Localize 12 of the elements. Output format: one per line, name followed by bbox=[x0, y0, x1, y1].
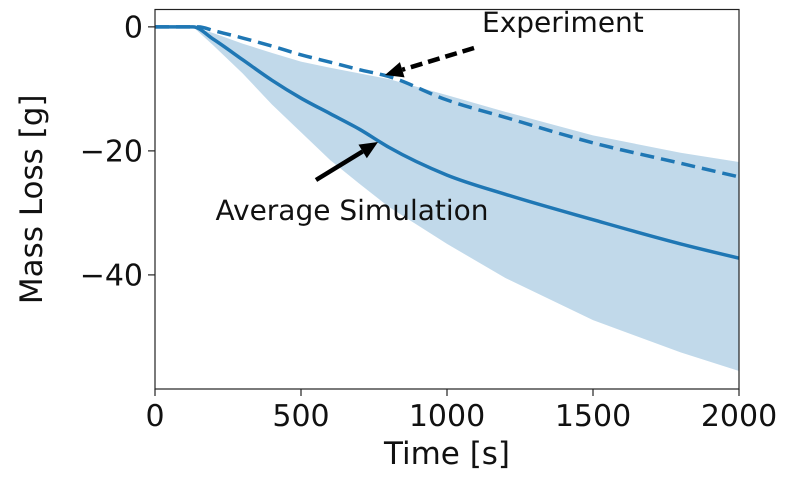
x-tick-label: 500 bbox=[272, 399, 330, 434]
x-tick-label: 1000 bbox=[408, 399, 486, 434]
annotation: Average Simulation bbox=[215, 194, 489, 227]
y-axis-title: Mass Loss [g] bbox=[14, 94, 50, 304]
x-tick-label: 2000 bbox=[700, 399, 778, 434]
y-tick-label: 0 bbox=[124, 10, 143, 46]
x-tick-label: 1500 bbox=[554, 399, 632, 434]
y-tick-label: −20 bbox=[80, 134, 143, 170]
y-tick-label: −40 bbox=[80, 258, 143, 294]
x-axis-title: Time [s] bbox=[382, 436, 510, 472]
annotation: Experiment bbox=[482, 6, 644, 39]
x-tick-label: 0 bbox=[145, 399, 165, 434]
